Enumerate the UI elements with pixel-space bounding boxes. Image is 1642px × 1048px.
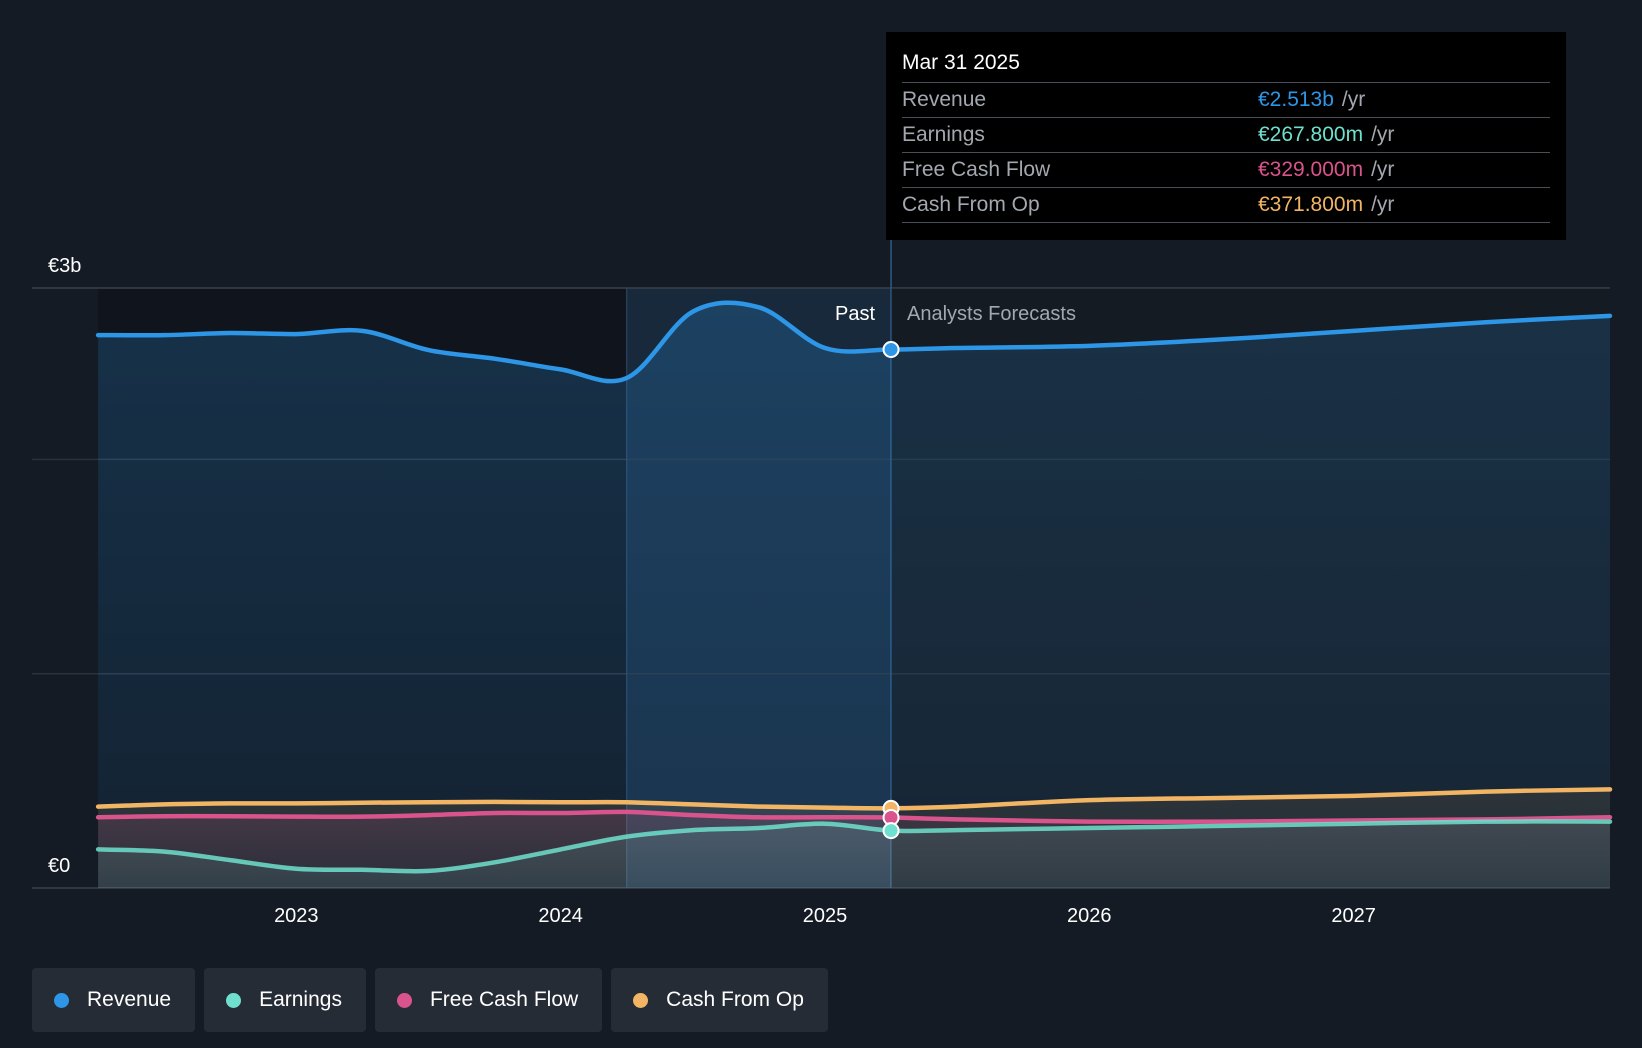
series-area-earnings <box>98 821 1611 888</box>
x-tick-label: 2025 <box>803 905 848 927</box>
tooltip-label: Free Cash Flow <box>902 158 1051 181</box>
legend-item-cash-from-op[interactable]: Cash From Op <box>611 968 828 1032</box>
legend-item-earnings[interactable]: Earnings <box>204 968 366 1032</box>
tooltip-value: €329.000m <box>1258 158 1364 181</box>
tooltip-value: €371.800m <box>1258 193 1364 216</box>
legend-item-revenue[interactable]: Revenue <box>32 968 196 1032</box>
forecast-region <box>891 288 1610 888</box>
legend-dot-icon <box>396 992 412 1008</box>
y-tick-label: €0 <box>48 855 70 877</box>
past-label: Past <box>835 303 875 325</box>
legend-dot-icon <box>54 992 69 1008</box>
tooltip-unit: /yr <box>1341 88 1366 111</box>
y-tick-label: €3b <box>48 255 81 277</box>
forecast-label: Analysts Forecasts <box>907 303 1076 325</box>
tooltip-row-revenue: Revenue €2.513b /yr <box>902 83 1550 118</box>
tooltip-value: €2.513b <box>1258 88 1334 111</box>
series-line-earnings <box>95 819 1613 874</box>
series-line-free-cash-flow <box>95 809 1613 825</box>
data-tooltip: Mar 31 2025 Revenue €2.513b /yr Earnings… <box>886 32 1566 240</box>
series-line-cash-from-op <box>95 787 1613 811</box>
tooltip-unit: /yr <box>1371 193 1395 216</box>
x-tick-label: 2027 <box>1331 905 1376 927</box>
legend-item-free-cash-flow[interactable]: Free Cash Flow <box>374 968 603 1032</box>
series-area-revenue <box>98 302 1611 888</box>
tooltip-date: Mar 31 2025 <box>902 46 1550 83</box>
marker-revenue <box>882 341 900 358</box>
series-line-revenue <box>95 300 1613 384</box>
x-tick-label: 2024 <box>538 905 583 927</box>
tooltip-unit: /yr <box>1371 158 1395 181</box>
chart-legend: Revenue Earnings Free Cash Flow Cash Fro… <box>32 968 828 1032</box>
x-tick-label: 2026 <box>1067 905 1112 927</box>
tooltip-label: Revenue <box>902 88 987 111</box>
legend-label: Cash From Op <box>666 988 804 1011</box>
tooltip-value: €267.800m <box>1258 123 1364 146</box>
tooltip-label: Cash From Op <box>902 193 1040 216</box>
tooltip-unit: /yr <box>1371 123 1395 146</box>
legend-label: Free Cash Flow <box>429 988 579 1011</box>
legend-label: Earnings <box>259 988 342 1011</box>
legend-dot-icon <box>226 992 242 1008</box>
x-tick-label: 2023 <box>274 905 319 927</box>
legend-label: Revenue <box>87 988 172 1011</box>
tooltip-row-free-cash-flow: Free Cash Flow €329.000m /yr <box>902 153 1550 188</box>
marker-earnings <box>882 822 900 840</box>
legend-dot-icon <box>633 992 649 1008</box>
tooltip-row-earnings: Earnings €267.800m /yr <box>902 118 1550 153</box>
tooltip-row-cash-from-op: Cash From Op €371.800m /yr <box>902 188 1550 223</box>
tooltip-label: Earnings <box>902 123 985 146</box>
